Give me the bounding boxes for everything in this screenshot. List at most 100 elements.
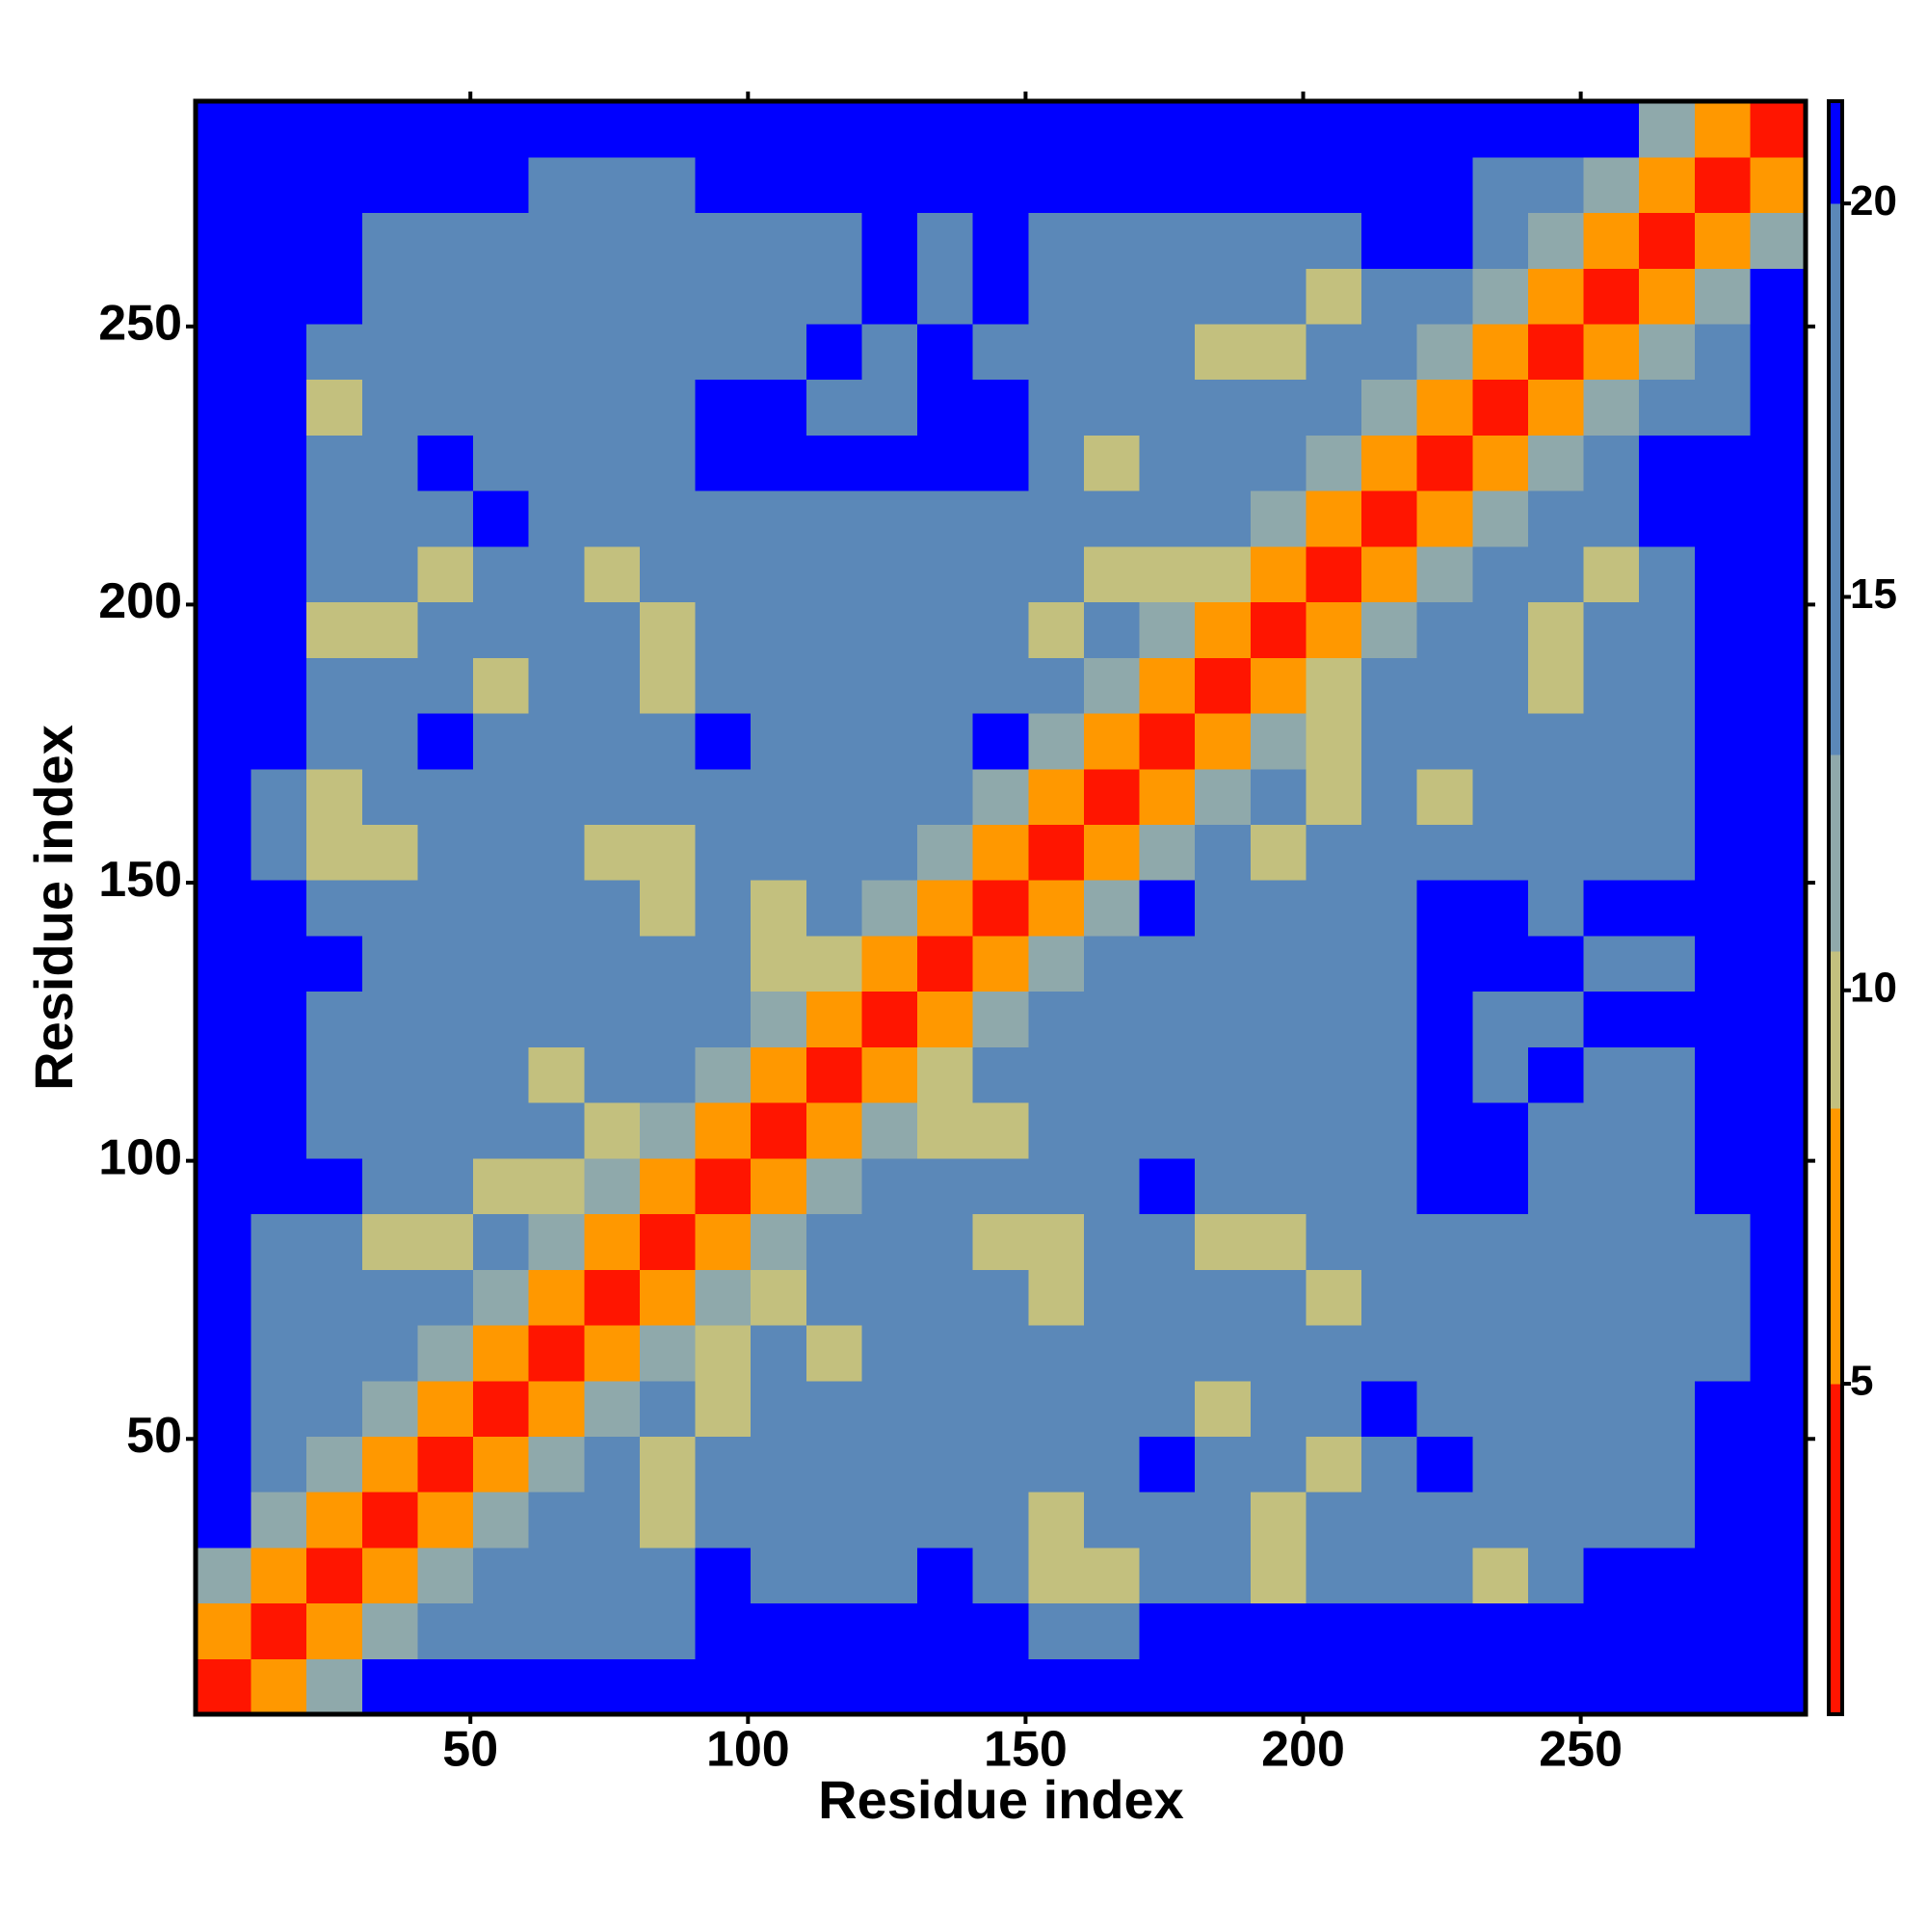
heatmap-cell: [251, 601, 307, 658]
heatmap-cell: [1139, 880, 1196, 937]
heatmap-cell: [972, 712, 1029, 770]
heatmap-cell: [1028, 768, 1085, 826]
heatmap-cell: [196, 101, 252, 158]
heatmap-cell: [1361, 1213, 1418, 1270]
heatmap-cell: [196, 156, 252, 214]
heatmap-cell: [695, 601, 752, 658]
heatmap-cell: [196, 712, 252, 770]
heatmap-cell: [1361, 1269, 1418, 1326]
heatmap-cell: [584, 1157, 641, 1215]
heatmap-cell: [805, 1046, 863, 1103]
heatmap-cell: [473, 768, 530, 826]
heatmap-cell: [1527, 768, 1585, 826]
heatmap-cell: [1306, 1213, 1362, 1270]
heatmap-cell: [1361, 212, 1418, 269]
heatmap-cell: [473, 101, 530, 158]
heatmap-cell: [1750, 1547, 1807, 1604]
heatmap-cell: [639, 991, 697, 1047]
heatmap-cell: [972, 601, 1029, 658]
heatmap-cell: [1361, 268, 1418, 325]
heatmap-cell: [1250, 1157, 1307, 1215]
heatmap-cell: [1250, 1547, 1307, 1604]
heatmap-cell: [1750, 991, 1807, 1047]
heatmap-cell: [1083, 1547, 1141, 1604]
heatmap-cell: [1250, 991, 1307, 1047]
heatmap-cell: [1416, 935, 1473, 992]
heatmap-cell: [1527, 1046, 1585, 1103]
heatmap-cell: [1750, 1380, 1807, 1437]
heatmap-cell: [1583, 657, 1640, 714]
heatmap-cell: [861, 156, 918, 214]
heatmap-cell: [917, 1492, 974, 1548]
heatmap-cell: [584, 1102, 641, 1159]
heatmap-cell: [361, 768, 419, 826]
heatmap-cell: [805, 212, 863, 269]
heatmap-cell: [1250, 712, 1307, 770]
heatmap-cell: [805, 880, 863, 937]
heatmap-cell: [361, 1658, 419, 1715]
heatmap-cell: [1361, 1492, 1418, 1548]
heatmap-cell: [1583, 1046, 1640, 1103]
heatmap-cell: [1416, 1046, 1473, 1103]
heatmap-cell: [196, 1547, 252, 1604]
heatmap-cell: [1472, 323, 1529, 381]
heatmap-cell: [1083, 156, 1141, 214]
heatmap-cell: [1306, 657, 1362, 714]
heatmap-cell: [1583, 268, 1640, 325]
heatmap-cell: [1583, 601, 1640, 658]
colorbar-tick-label: 10: [1850, 964, 1897, 1011]
heatmap-cell: [805, 1213, 863, 1270]
heatmap-cell: [1195, 991, 1252, 1047]
heatmap-cell: [1195, 768, 1252, 826]
heatmap-cell: [751, 712, 807, 770]
heatmap-cell: [1583, 379, 1640, 436]
heatmap-cell: [1583, 1436, 1640, 1493]
heatmap-cell: [805, 1658, 863, 1715]
heatmap-cell: [1250, 268, 1307, 325]
heatmap-cell: [695, 991, 752, 1047]
heatmap-cell: [361, 323, 419, 381]
heatmap-cell: [1472, 101, 1529, 158]
heatmap-cell: [251, 101, 307, 158]
heatmap-cell: [1139, 1492, 1196, 1548]
heatmap-cell: [473, 880, 530, 937]
heatmap-cell: [1083, 824, 1141, 881]
heatmap-cell: [1250, 212, 1307, 269]
heatmap-cell: [1361, 435, 1418, 491]
heatmap-cell: [1028, 435, 1085, 491]
heatmap-cell: [861, 212, 918, 269]
heatmap-cell: [361, 1492, 419, 1548]
heatmap-cell: [1416, 379, 1473, 436]
heatmap-cell: [584, 1213, 641, 1270]
heatmap-cell: [1416, 1547, 1473, 1604]
heatmap-cell: [1750, 545, 1807, 603]
heatmap-cell: [251, 1324, 307, 1382]
heatmap-cell: [361, 268, 419, 325]
heatmap-cell: [1639, 1658, 1696, 1715]
heatmap-cell: [639, 1658, 697, 1715]
heatmap-cell: [528, 1602, 585, 1659]
heatmap-cell: [1028, 1324, 1085, 1382]
heatmap-cell: [1750, 1269, 1807, 1326]
heatmap-cell: [1139, 379, 1196, 436]
heatmap-cell: [251, 1046, 307, 1103]
heatmap-cell: [306, 880, 363, 937]
heatmap-cell: [861, 1492, 918, 1548]
heatmap-cell: [1139, 212, 1196, 269]
heatmap-cell: [1361, 490, 1418, 547]
heatmap-cell: [695, 1046, 752, 1103]
heatmap-cell: [1306, 991, 1362, 1047]
heatmap-cell: [361, 1157, 419, 1215]
heatmap-cell: [1583, 1157, 1640, 1215]
heatmap-cell: [805, 268, 863, 325]
heatmap-cell: [639, 1492, 697, 1548]
heatmap-cell: [805, 1269, 863, 1326]
heatmap-cell: [473, 323, 530, 381]
heatmap-cell: [1083, 101, 1141, 158]
heatmap-cell: [861, 768, 918, 826]
heatmap-cell: [196, 991, 252, 1047]
heatmap-cell: [1250, 1102, 1307, 1159]
heatmap-cell: [306, 1547, 363, 1604]
colorbar-tick-label: 15: [1850, 570, 1897, 618]
heatmap-cell: [1028, 1213, 1085, 1270]
